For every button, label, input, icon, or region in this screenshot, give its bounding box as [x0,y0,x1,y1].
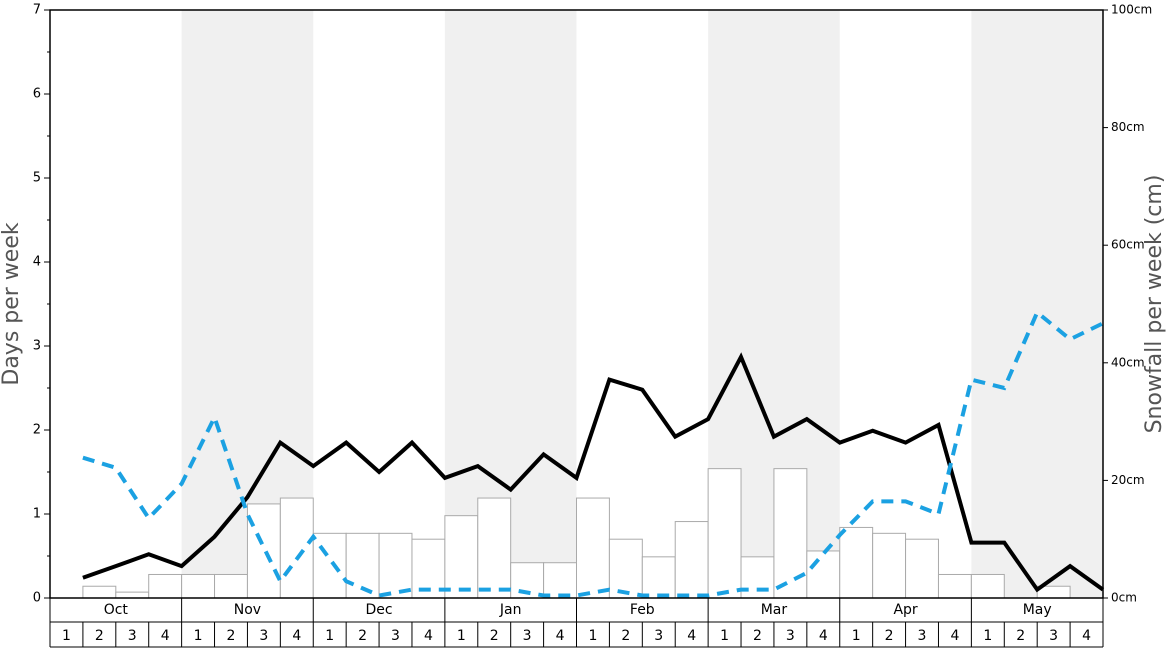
x-tick-label: 4 [950,628,959,644]
y-axis-label: Days per week [0,222,24,385]
month-label: Nov [234,602,261,618]
y2-tick-label: 100cm [1111,3,1152,17]
month-label: Apr [893,602,917,618]
x-tick-label: 2 [95,628,104,644]
x-tick-label: 4 [1082,628,1091,644]
bar [378,532,413,599]
y2-tick-label: 20cm [1111,473,1145,487]
y2-axis-label: Snowfall per week (cm) [1142,175,1167,434]
x-tick-label: 2 [753,628,762,644]
x-tick-label: 2 [1016,628,1025,644]
x-tick-label: 1 [983,628,992,644]
month-label: May [1023,602,1052,618]
y-tick-label: 4 [33,255,41,270]
x-tick-label: 1 [62,628,71,644]
bar [641,556,676,599]
x-tick-label: 4 [819,628,828,644]
bar [839,526,874,599]
bar [82,585,117,599]
x-tick-label: 4 [424,628,433,644]
bar [181,573,216,599]
y-tick-label: 6 [33,87,41,102]
bar [773,468,808,599]
bar [970,573,1005,599]
y2-tick-label: 0cm [1111,591,1137,605]
y-tick-label: 1 [33,507,41,522]
month-band [971,10,1103,598]
bar [115,591,150,599]
bar [477,497,512,599]
x-tick-label: 3 [259,628,268,644]
x-tick-label: 2 [358,628,367,644]
x-tick-label: 4 [161,628,170,644]
bar [214,573,248,599]
bar [279,497,314,599]
bar [608,538,643,599]
bar [905,538,939,599]
y-tick-label: 3 [33,339,41,354]
line-series [82,309,1104,598]
month-label: Feb [630,602,655,618]
bar [576,497,610,599]
x-tick-label: 2 [885,628,894,644]
bar [872,532,907,599]
x-tick-label: 3 [1049,628,1058,644]
x-tick-label: 3 [523,628,532,644]
y2-tick-label: 40cm [1111,355,1145,369]
bar [937,573,972,599]
month-label: Dec [366,602,393,618]
bar [312,532,347,599]
x-tick-label: 1 [588,628,597,644]
bar [740,556,775,599]
x-tick-label: 3 [786,628,795,644]
y-tick-label: 7 [33,3,41,18]
x-tick-label: 3 [918,628,927,644]
month-label: Jan [499,602,522,618]
bar [806,550,841,599]
line-series [82,352,1105,593]
x-tick-label: 1 [457,628,466,644]
month-label: Oct [104,602,129,618]
x-tick-label: 4 [292,628,301,644]
bar [246,503,281,599]
x-tick-label: 2 [490,628,499,644]
x-tick-label: 2 [227,628,236,644]
x-tick-label: 3 [391,628,400,644]
bar [543,562,577,599]
x-tick-label: 3 [128,628,137,644]
x-tick-label: 1 [194,628,203,644]
x-tick-label: 4 [687,628,696,644]
x-tick-label: 1 [720,628,729,644]
bar [148,573,183,599]
x-tick-label: 1 [325,628,334,644]
y2-tick-label: 80cm [1111,120,1145,134]
x-tick-label: 4 [556,628,565,644]
month-label: Mar [761,602,788,618]
y2-tick-label: 60cm [1111,238,1145,252]
x-tick-label: 2 [621,628,630,644]
x-tick-label: 3 [654,628,663,644]
x-tick-label: 1 [852,628,861,644]
y-tick-label: 5 [33,171,41,186]
bar [707,468,742,599]
y-tick-label: 0 [33,591,41,606]
y-tick-label: 2 [33,423,41,438]
bar [674,521,709,599]
bar [444,515,479,599]
